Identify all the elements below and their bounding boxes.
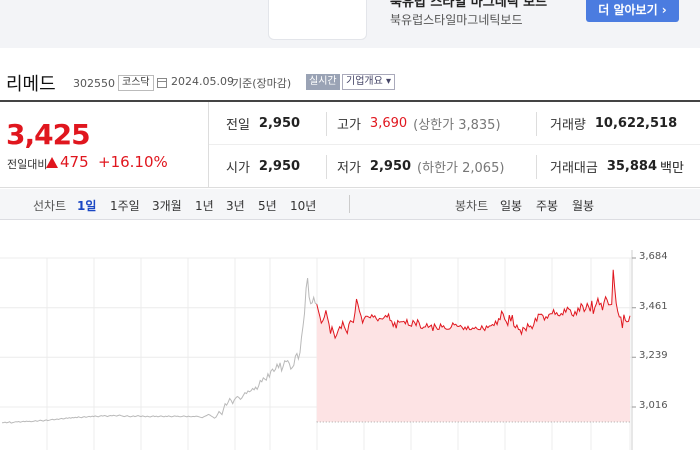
price-chart-svg (0, 250, 636, 450)
current-price: 3,425 (6, 118, 91, 151)
stock-name: 리메드 (6, 74, 56, 95)
prev-close-cell: 전일 2,950 (226, 102, 300, 145)
ad-subtitle[interactable]: 북유럽스타일마그네틱보드 (390, 13, 523, 27)
divider (326, 155, 327, 179)
quote-basis: 기준(장마감) (232, 77, 292, 90)
amount-unit: 백만 (660, 161, 684, 176)
line-chart-label: 선차트 (33, 199, 67, 213)
ad-learn-more-button[interactable]: 더 알아보기 › (586, 0, 679, 22)
amount-value: 35,884 (606, 159, 658, 174)
change-value: 475 (60, 153, 89, 171)
y-tick-label: 3,239 (639, 350, 668, 361)
y-tick-label: 3,016 (639, 400, 668, 411)
upper-limit: (상한가 3,835) (413, 118, 501, 133)
open-label: 시가 (226, 161, 250, 176)
price-area-above (316, 269, 630, 422)
open-cell: 시가 2,950 (226, 145, 300, 188)
company-overview-dropdown[interactable]: 기업개요 ▾ (342, 74, 395, 90)
tabs-divider (349, 195, 350, 213)
amount-cell: 거래대금 35,884 백만 (550, 145, 684, 188)
tab-candle-weekly[interactable]: 주봉 (536, 199, 559, 213)
stock-code: 302550 (73, 77, 115, 90)
amount-label: 거래대금 (550, 161, 598, 176)
tab-period-5y[interactable]: 5년 (258, 199, 277, 213)
tab-period-3y[interactable]: 3년 (226, 199, 245, 213)
calendar-icon (157, 78, 167, 88)
change-percent: +16.10% (98, 153, 168, 171)
current-price-box: 3,425 전일대비 475 +16.10% (0, 102, 209, 188)
ad-title[interactable]: 북유럽 스타일 마그네틱 보드 (390, 0, 548, 10)
tab-period-1y[interactable]: 1년 (195, 199, 214, 213)
y-tick-label: 3,461 (639, 301, 668, 312)
volume-value: 10,622,518 (594, 116, 678, 131)
divider (326, 112, 327, 136)
quote-date: 2024.05.09 (171, 75, 234, 88)
ad-thumbnail[interactable] (268, 0, 367, 40)
quote-panel: 3,425 전일대비 475 +16.10% 전일 2,950 고가 3,690… (0, 100, 700, 188)
stock-header: 리메드 302550 코스닥 2024.05.09 기준(장마감) 실시간 기업… (0, 66, 700, 100)
chart-tabs: 선차트 1일 1주일 3개월 1년 3년 5년 10년 봉차트 일봉 주봉 월봉 (0, 189, 700, 220)
high-cell: 고가 3,690 (상한가 3,835) (337, 102, 501, 145)
high-label: 고가 (337, 118, 361, 133)
up-triangle-icon (46, 157, 58, 168)
low-cell: 저가 2,950 (하한가 2,065) (337, 145, 504, 188)
tab-period-10y[interactable]: 10년 (290, 199, 317, 213)
candle-chart-label: 봉차트 (455, 199, 489, 213)
divider (536, 112, 537, 136)
tab-period-3m[interactable]: 3개월 (152, 199, 182, 213)
ad-banner[interactable]: 북유럽 스타일 마그네틱 보드 북유럽스타일마그네틱보드 더 알아보기 › (0, 0, 700, 48)
tab-period-1w[interactable]: 1주일 (110, 199, 140, 213)
tab-period-1d[interactable]: 1일 (77, 199, 97, 213)
prev-close-label: 전일 (226, 118, 250, 133)
market-badge: 코스닥 (118, 75, 154, 91)
lower-limit: (하한가 2,065) (417, 161, 505, 176)
price-line-below (1, 278, 318, 424)
tab-candle-monthly[interactable]: 월봉 (572, 199, 595, 213)
low-label: 저가 (337, 161, 361, 176)
prev-close-value: 2,950 (258, 116, 301, 131)
y-tick-label: 3,684 (639, 251, 668, 262)
divider (536, 155, 537, 179)
volume-cell: 거래량 10,622,518 (550, 102, 677, 145)
high-value: 3,690 (369, 116, 408, 131)
low-value: 2,950 (369, 159, 412, 174)
intraday-chart[interactable]: 3,684 3,461 3,239 3,016 (0, 220, 700, 450)
change-label: 전일대비 (7, 158, 48, 171)
price-line-above (316, 269, 631, 340)
realtime-button[interactable]: 실시간 (306, 74, 340, 90)
tab-candle-daily[interactable]: 일봉 (500, 199, 523, 213)
quote-row-1: 전일 2,950 고가 3,690 (상한가 3,835) 거래량 10,622… (209, 102, 700, 145)
quote-row-2: 시가 2,950 저가 2,950 (하한가 2,065) 거래대금 35,88… (209, 145, 700, 188)
open-value: 2,950 (258, 159, 301, 174)
volume-label: 거래량 (550, 118, 586, 133)
